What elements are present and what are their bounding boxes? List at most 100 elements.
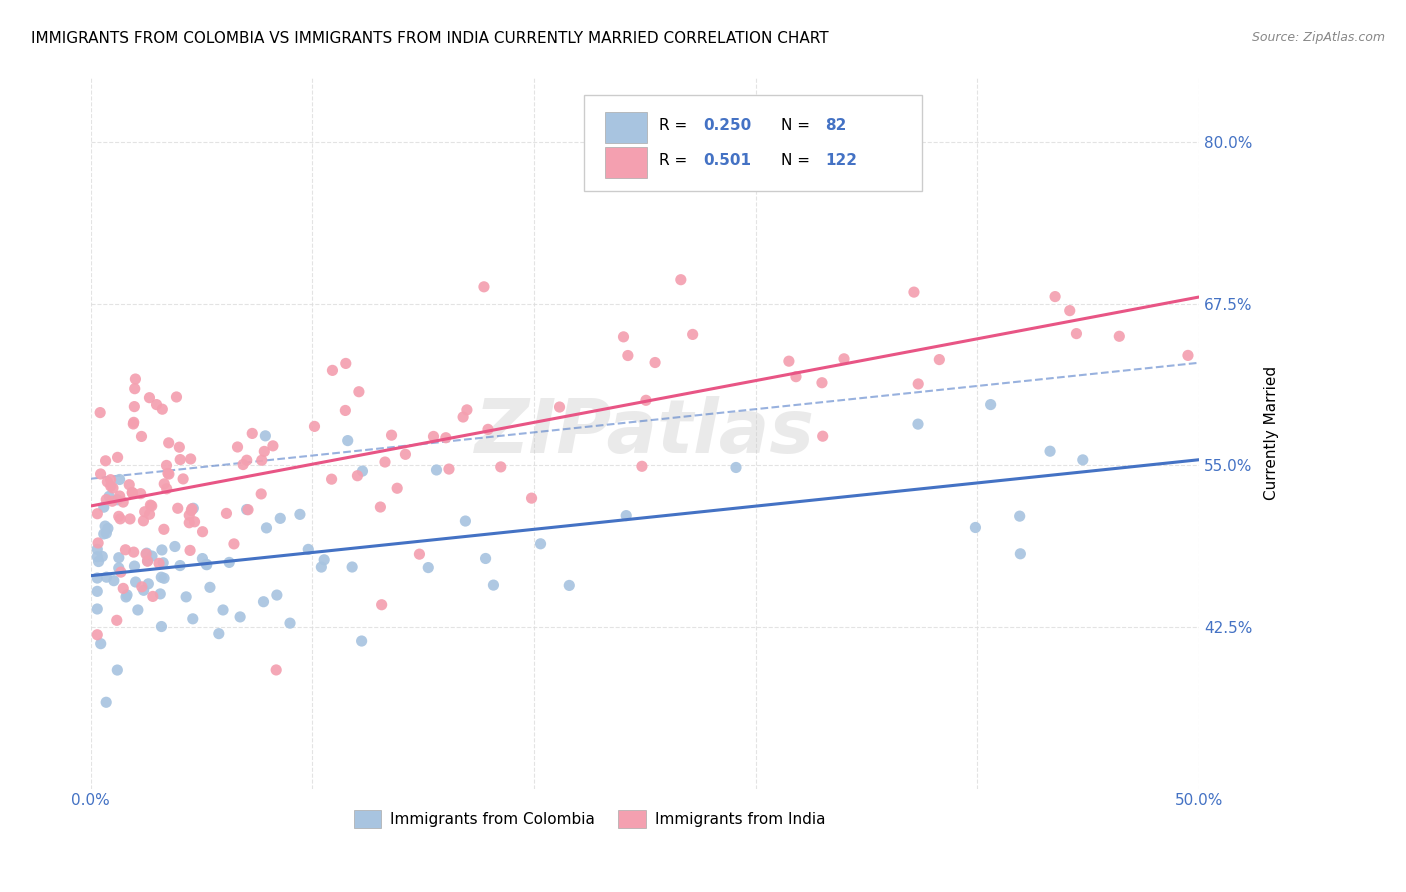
Point <box>136 554 159 568</box>
Point <box>669 273 692 287</box>
Point <box>191 551 214 566</box>
Y-axis label: Currently Married: Currently Married <box>1264 366 1278 500</box>
Point <box>907 376 929 391</box>
Point <box>150 543 173 558</box>
Point <box>124 400 146 414</box>
Text: 82: 82 <box>825 118 846 133</box>
Point <box>191 524 214 539</box>
Point <box>153 522 176 536</box>
Point <box>520 491 543 505</box>
Point <box>86 628 108 642</box>
Point <box>127 603 149 617</box>
Point <box>101 481 124 495</box>
Point <box>250 487 273 501</box>
Point <box>321 472 343 486</box>
Point <box>122 417 145 431</box>
Point <box>278 616 301 631</box>
Point <box>253 444 276 458</box>
Point <box>558 578 581 592</box>
Point <box>229 610 252 624</box>
Point <box>288 508 311 522</box>
Point <box>166 501 188 516</box>
FancyBboxPatch shape <box>605 147 647 178</box>
Point <box>93 527 115 541</box>
Point <box>785 369 807 384</box>
Point <box>87 555 110 569</box>
Point <box>100 473 122 487</box>
Point <box>1177 348 1199 362</box>
Point <box>96 695 118 709</box>
Point <box>124 372 146 386</box>
Point <box>135 547 157 561</box>
Point <box>107 561 129 575</box>
Point <box>218 556 240 570</box>
Point <box>124 382 146 396</box>
Point <box>107 492 129 507</box>
Point <box>437 462 460 476</box>
Point <box>96 526 118 541</box>
Point <box>132 514 155 528</box>
Point <box>150 619 173 633</box>
Point <box>112 582 135 596</box>
Point <box>107 450 129 465</box>
Point <box>121 486 143 500</box>
Point <box>489 459 512 474</box>
Point <box>86 571 108 585</box>
Point <box>181 501 204 516</box>
Point <box>139 498 162 512</box>
Point <box>141 549 163 563</box>
Point <box>208 626 231 640</box>
Point <box>138 577 160 591</box>
Point <box>269 511 291 525</box>
Point <box>179 508 201 523</box>
Point <box>1043 289 1066 303</box>
Text: N =: N = <box>782 118 815 133</box>
Point <box>94 454 117 468</box>
Point <box>110 565 132 579</box>
Legend: Immigrants from Colombia, Immigrants from India: Immigrants from Colombia, Immigrants fro… <box>347 805 831 834</box>
Point <box>456 402 478 417</box>
Point <box>631 459 654 474</box>
Point <box>169 558 191 573</box>
Text: ZIPatlas: ZIPatlas <box>475 396 815 469</box>
Point <box>454 514 477 528</box>
Point <box>179 516 201 530</box>
Point <box>212 603 235 617</box>
Point <box>472 280 495 294</box>
Point <box>321 363 343 377</box>
Point <box>1059 303 1081 318</box>
Point <box>90 467 112 481</box>
Point <box>482 578 505 592</box>
Point <box>235 453 257 467</box>
Point <box>90 637 112 651</box>
Point <box>903 285 925 299</box>
Point <box>183 515 205 529</box>
Point <box>1008 509 1031 524</box>
Point <box>1039 444 1062 458</box>
Point <box>163 540 186 554</box>
Text: Source: ZipAtlas.com: Source: ZipAtlas.com <box>1251 31 1385 45</box>
Point <box>156 482 179 496</box>
Point <box>100 479 122 493</box>
Point <box>110 512 132 526</box>
Point <box>311 560 333 574</box>
Point <box>980 398 1002 412</box>
Point <box>394 447 416 461</box>
Text: N =: N = <box>782 153 815 168</box>
Point <box>136 554 159 568</box>
Point <box>169 440 191 454</box>
Point <box>169 452 191 467</box>
Point <box>91 549 114 564</box>
Point <box>153 571 176 585</box>
Point <box>195 558 218 572</box>
Point <box>252 595 274 609</box>
Point <box>149 587 172 601</box>
Point <box>157 467 180 482</box>
Point <box>172 472 194 486</box>
Point <box>96 475 118 489</box>
Point <box>380 428 402 442</box>
Point <box>114 542 136 557</box>
Point <box>179 543 201 558</box>
Point <box>425 463 447 477</box>
Point <box>86 584 108 599</box>
